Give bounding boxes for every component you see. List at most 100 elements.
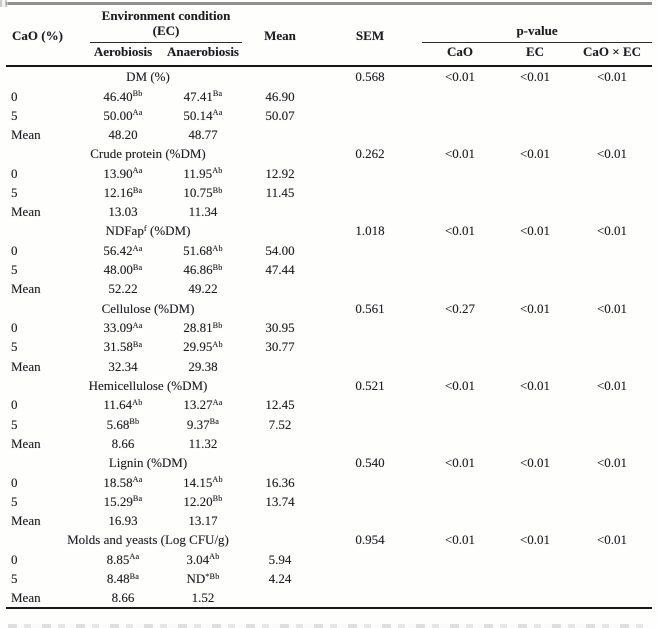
empty-cell — [318, 569, 422, 588]
section-header-row: Cellulose (%DM) 0.561 <0.27 <0.01 <0.01 — [6, 299, 652, 319]
empty-cell — [498, 511, 572, 530]
empty-cell — [422, 511, 498, 530]
empty-cell — [318, 241, 422, 260]
empty-cell — [572, 279, 652, 298]
aerobiosis-value-cell: 18.58Aa — [82, 473, 164, 492]
empty-cell — [318, 164, 422, 183]
value-number: 13.17 — [188, 513, 218, 529]
data-row: 0 56.42Aa 51.68Ab 54.00 — [6, 241, 652, 260]
sem-value-cell: 0.568 — [355, 69, 385, 84]
value-superscript: Bb — [132, 89, 143, 99]
row-mean-cell — [242, 125, 318, 144]
p-ec-cell: <0.01 — [519, 455, 551, 471]
value-number: 8.66 — [111, 435, 135, 451]
empty-cell — [498, 183, 572, 202]
value-number: 50.00 — [103, 107, 133, 123]
row-mean-cell: 4.24 — [268, 571, 292, 587]
value-superscript: Ba — [212, 89, 223, 99]
anaerobiosis-value-cell: 29.38 — [164, 357, 242, 376]
data-row: Mean 16.93 13.17 — [6, 511, 652, 530]
data-row: Mean 8.66 11.32 — [6, 434, 652, 453]
section-title-text: NDFap — [105, 223, 144, 239]
empty-cell — [422, 183, 498, 202]
value-superscript: Ab — [212, 243, 223, 253]
value-number: 11.34 — [188, 204, 218, 220]
section-header-row: Hemicellulose (%DM) 0.521 <0.01 <0.01 <0.01 — [6, 376, 652, 396]
value-number: 1.52 — [191, 590, 215, 606]
value-superscript: Ab — [212, 339, 223, 349]
anaerobiosis-value-cell: 29.95Ab — [164, 337, 242, 356]
empty-cell — [318, 87, 422, 106]
value-superscript: Ba — [132, 494, 143, 504]
value-superscript: Ba — [132, 262, 143, 272]
anaerobiosis-value-cell: 13.27Aa — [164, 395, 242, 414]
results-table: CaO (%) Environment condition (EC) Mean … — [6, 2, 653, 609]
empty-cell — [318, 550, 422, 569]
empty-cell — [572, 415, 652, 434]
value-number: 50.14 — [183, 107, 213, 123]
data-row: 5 5.68Bb 9.37Ba 7.52 — [6, 415, 652, 434]
section-title-text: Cellulose (%DM) — [101, 300, 195, 316]
row-label-cell: 0 — [11, 243, 18, 258]
row-label-cell: 5 — [11, 339, 18, 355]
data-row: Mean 8.66 1.52 — [6, 588, 652, 608]
row-label-cell: Mean — [11, 204, 41, 220]
empty-cell — [498, 241, 572, 260]
value-superscript: Bb — [212, 494, 223, 504]
empty-cell — [422, 337, 498, 356]
aerobiosis-value-cell: 11.64Ab — [82, 395, 164, 414]
p-ec-cell: <0.01 — [519, 223, 551, 239]
aerobiosis-value-cell: 52.22 — [82, 279, 164, 298]
anaerobiosis-value-cell: 12.20Bb — [164, 492, 242, 511]
data-row: 0 33.09Aa 28.81Bb 30.95 — [6, 318, 652, 337]
p-cao-cell: <0.01 — [444, 377, 476, 393]
value-superscript: Ba — [132, 185, 143, 195]
value-superscript: Aa — [132, 320, 143, 330]
empty-cell — [572, 241, 652, 260]
value-superscript: Bb — [129, 417, 140, 427]
aerobiosis-value-cell: 13.03 — [82, 202, 164, 221]
value-number: 12.16 — [103, 185, 133, 200]
value-superscript: Aa — [132, 243, 143, 253]
data-row: Mean 52.22 49.22 — [6, 279, 652, 298]
empty-cell — [498, 106, 572, 125]
empty-cell — [422, 164, 498, 183]
data-row: Mean 48.20 48.77 — [6, 125, 652, 144]
empty-cell — [318, 318, 422, 337]
value-superscript: Ba — [129, 571, 140, 581]
section-title-text: Crude protein (%DM) — [90, 146, 206, 162]
value-number: 28.81 — [183, 320, 213, 336]
empty-cell — [422, 357, 498, 376]
value-number: 13.03 — [108, 204, 138, 220]
value-number: 12.20 — [183, 493, 213, 509]
header-row-subcolumns: Aerobiosis Anaerobiosis CaO EC CaO × EC — [6, 43, 652, 66]
section-title-cell: Lignin (%DM) — [6, 453, 318, 473]
value-superscript: Bb — [212, 185, 223, 195]
empty-cell — [318, 337, 422, 356]
value-number: 56.42 — [103, 243, 133, 258]
p-ec-cell: <0.01 — [519, 146, 551, 162]
anaerobiosis-value-cell: 11.34 — [164, 202, 242, 221]
empty-cell — [422, 588, 498, 608]
empty-cell — [422, 550, 498, 569]
sem-value-cell: 0.954 — [355, 532, 385, 548]
header-pvalue-group: p-value — [422, 4, 653, 43]
value-number: 8.48 — [106, 571, 130, 587]
header-ec-group-label: Environment condition (EC) — [90, 5, 243, 43]
sem-value-cell: 0.521 — [355, 377, 385, 393]
value-superscript: Bb — [212, 262, 223, 272]
p-interaction-cell: <0.01 — [596, 223, 628, 239]
header-p-caoxec: CaO × EC — [583, 44, 641, 59]
value-superscript: Ab — [132, 397, 143, 407]
value-superscript: Bb — [212, 320, 223, 330]
value-superscript: Aa — [212, 108, 223, 118]
section-title-text: Lignin (%DM) — [108, 455, 188, 471]
value-superscript: Ab — [212, 475, 223, 485]
value-superscript: Aa — [132, 166, 143, 176]
section-title-cell: Crude protein (%DM) — [6, 144, 318, 164]
section-header-row: Crude protein (%DM) 0.262 <0.01 <0.01 <0.01 — [6, 144, 652, 164]
row-mean-cell: 50.07 — [265, 107, 295, 123]
sem-value-cell: 0.262 — [355, 146, 385, 162]
empty-cell — [318, 395, 422, 414]
empty-cell — [422, 492, 498, 511]
